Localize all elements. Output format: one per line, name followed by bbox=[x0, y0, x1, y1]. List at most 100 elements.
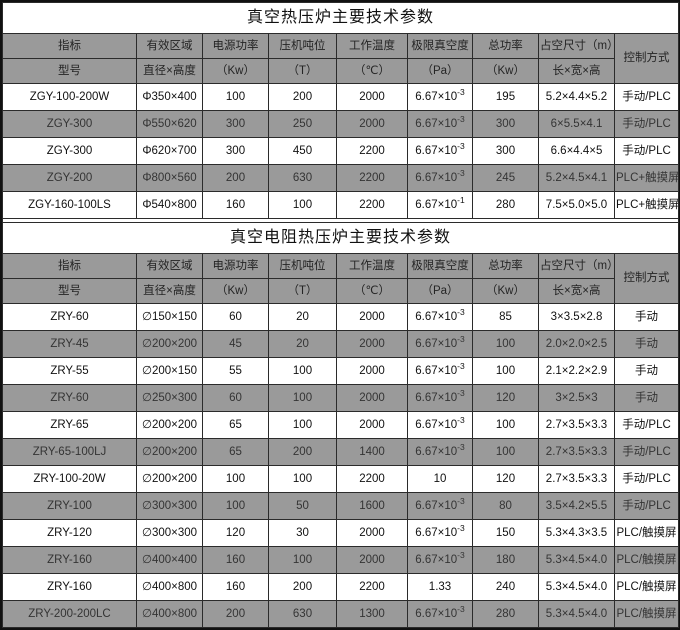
cell-vacuum: 6.67×10-3 bbox=[407, 110, 473, 138]
column-header-primary-1: 有效区域 bbox=[136, 253, 203, 279]
table-row: ZRY-120 ∅300×300 120 30 2000 6.67×10-3 150 5.3×… bbox=[2, 519, 680, 547]
vacuum-mantissa: 1.33 bbox=[428, 580, 452, 593]
cell-effective-area: ∅250×300 bbox=[136, 384, 203, 412]
cell-vacuum: 6.67×10-3 bbox=[407, 357, 473, 385]
table-row: ZRY-45 ∅200×200 45 20 2000 6.67×10-3 100 2.0×2.… bbox=[2, 330, 680, 358]
vacuum-exponent: -3 bbox=[457, 307, 465, 318]
table-row: ZGY-200 Φ800×560 200 630 2200 6.67×10-3 245 5.2… bbox=[2, 164, 680, 192]
cell-dimensions: 3×3.5×2.8 bbox=[538, 303, 615, 331]
cell-effective-area: ∅400×400 bbox=[136, 546, 203, 574]
vacuum-mantissa: 6.67×10 bbox=[415, 171, 458, 184]
cell-vacuum: 1.33 bbox=[407, 573, 473, 601]
table-title: 真空热压炉主要技术参数 bbox=[1, 2, 680, 34]
cell-tonnage: 250 bbox=[268, 110, 337, 138]
cell-model: ZRY-45 bbox=[2, 330, 137, 358]
column-header-secondary-4: （℃） bbox=[336, 58, 408, 84]
cell-vacuum: 6.67×10-3 bbox=[407, 492, 473, 520]
cell-power: 120 bbox=[202, 519, 269, 547]
column-header-primary-5: 极限真空度 bbox=[407, 33, 473, 59]
cell-total-power: 100 bbox=[472, 357, 539, 385]
vacuum-exponent: -3 bbox=[457, 168, 465, 179]
cell-total-power: 300 bbox=[472, 137, 539, 165]
table-header-row-2: 型号 直径×高度 （Kw） （T） （℃） （Pa） （Kw） 长×宽×高 bbox=[2, 58, 679, 84]
cell-vacuum: 6.67×10-3 bbox=[407, 303, 473, 331]
cell-total-power: 100 bbox=[472, 438, 539, 466]
column-header-primary-3: 压机吨位 bbox=[268, 253, 337, 279]
column-header-primary-1: 有效区域 bbox=[136, 33, 203, 59]
table-row: ZRY-100 ∅300×300 100 50 1600 6.67×10-3 80 3.5×4… bbox=[2, 492, 680, 520]
cell-vacuum: 6.67×10-3 bbox=[407, 600, 473, 628]
cell-power: 160 bbox=[202, 573, 269, 601]
cell-power: 160 bbox=[202, 546, 269, 574]
vacuum-exponent: -3 bbox=[457, 141, 465, 152]
table-row: ZRY-160 ∅400×800 160 200 2200 1.33 240 5.3×4.5×… bbox=[2, 573, 680, 601]
column-header-secondary-2: （Kw） bbox=[202, 58, 269, 84]
cell-power: 60 bbox=[202, 303, 269, 331]
cell-model: ZGY-300 bbox=[2, 137, 137, 165]
table-row: ZRY-100-20W ∅200×200 100 100 2200 10 120 2.7×3.… bbox=[2, 465, 680, 493]
cell-effective-area: ∅200×150 bbox=[136, 357, 203, 385]
column-header-secondary-1: 直径×高度 bbox=[136, 278, 203, 304]
column-header-secondary-0: 型号 bbox=[2, 278, 137, 304]
vacuum-exponent: -3 bbox=[457, 361, 465, 372]
cell-control-mode: PLC/触摸屏 bbox=[613, 573, 680, 601]
cell-control-mode: 手动/PLC bbox=[613, 465, 680, 493]
cell-tonnage: 50 bbox=[268, 492, 337, 520]
cell-control-mode: PLC/触摸屏 bbox=[613, 600, 680, 628]
column-header-secondary-3: （T） bbox=[268, 58, 337, 84]
cell-power: 65 bbox=[202, 411, 269, 439]
cell-tonnage: 20 bbox=[268, 330, 337, 358]
cell-effective-area: Φ800×560 bbox=[136, 164, 203, 192]
cell-control-mode: 手动/PLC bbox=[613, 83, 680, 111]
cell-effective-area: ∅200×200 bbox=[136, 438, 203, 466]
cell-model: ZGY-200 bbox=[2, 164, 137, 192]
cell-dimensions: 2.7×3.5×3.3 bbox=[538, 438, 615, 466]
column-header-secondary-4: （℃） bbox=[336, 278, 408, 304]
cell-model: ZRY-65 bbox=[2, 411, 137, 439]
cell-total-power: 120 bbox=[472, 465, 539, 493]
cell-power: 200 bbox=[202, 600, 269, 628]
table-row: ZGY-300 Φ550×620 300 250 2000 6.67×10-3 300 6×5… bbox=[2, 110, 680, 138]
vacuum-mantissa: 6.67×10 bbox=[415, 607, 458, 620]
cell-model: ZRY-55 bbox=[2, 357, 137, 385]
cell-tonnage: 100 bbox=[268, 546, 337, 574]
cell-temperature: 2200 bbox=[336, 573, 408, 601]
cell-total-power: 120 bbox=[472, 384, 539, 412]
vacuum-mantissa: 6.67×10 bbox=[415, 445, 458, 458]
cell-control-mode: 手动/PLC bbox=[613, 110, 680, 138]
cell-total-power: 280 bbox=[472, 600, 539, 628]
cell-control-mode: 手动/PLC bbox=[613, 438, 680, 466]
cell-power: 100 bbox=[202, 83, 269, 111]
cell-tonnage: 630 bbox=[268, 164, 337, 192]
cell-tonnage: 30 bbox=[268, 519, 337, 547]
cell-dimensions: 5.3×4.5×4.0 bbox=[538, 546, 615, 574]
cell-total-power: 245 bbox=[472, 164, 539, 192]
cell-total-power: 150 bbox=[472, 519, 539, 547]
vacuum-mantissa: 6.67×10 bbox=[415, 310, 458, 323]
cell-tonnage: 100 bbox=[268, 384, 337, 412]
cell-control-mode: PLC+触摸屏 bbox=[613, 191, 680, 219]
cell-temperature: 2200 bbox=[336, 137, 408, 165]
column-header-secondary-7: 长×宽×高 bbox=[538, 58, 615, 84]
vacuum-mantissa: 6.67×10 bbox=[415, 337, 458, 350]
cell-effective-area: ∅400×800 bbox=[136, 600, 203, 628]
cell-model: ZRY-60 bbox=[2, 303, 137, 331]
column-header-secondary-6: （Kw） bbox=[472, 278, 539, 304]
column-header-primary-4: 工作温度 bbox=[336, 253, 408, 279]
cell-total-power: 100 bbox=[472, 411, 539, 439]
cell-vacuum: 6.67×10-3 bbox=[407, 411, 473, 439]
column-header-secondary-0: 型号 bbox=[2, 58, 137, 84]
vacuum-mantissa: 6.67×10 bbox=[415, 144, 458, 157]
cell-temperature: 1600 bbox=[336, 492, 408, 520]
vacuum-exponent: -1 bbox=[457, 195, 465, 206]
cell-control-mode: 手动 bbox=[613, 303, 680, 331]
cell-vacuum: 6.67×10-1 bbox=[407, 191, 473, 219]
cell-model: ZRY-65-100LJ bbox=[2, 438, 137, 466]
cell-control-mode: PLC/触摸屏 bbox=[613, 519, 680, 547]
cell-control-mode: PLC+触摸屏 bbox=[613, 164, 680, 192]
cell-effective-area: ∅150×150 bbox=[136, 303, 203, 331]
table-title-row: 真空电阻热压炉主要技术参数 bbox=[1, 222, 680, 254]
table-title: 真空电阻热压炉主要技术参数 bbox=[1, 222, 680, 254]
cell-power: 100 bbox=[202, 492, 269, 520]
